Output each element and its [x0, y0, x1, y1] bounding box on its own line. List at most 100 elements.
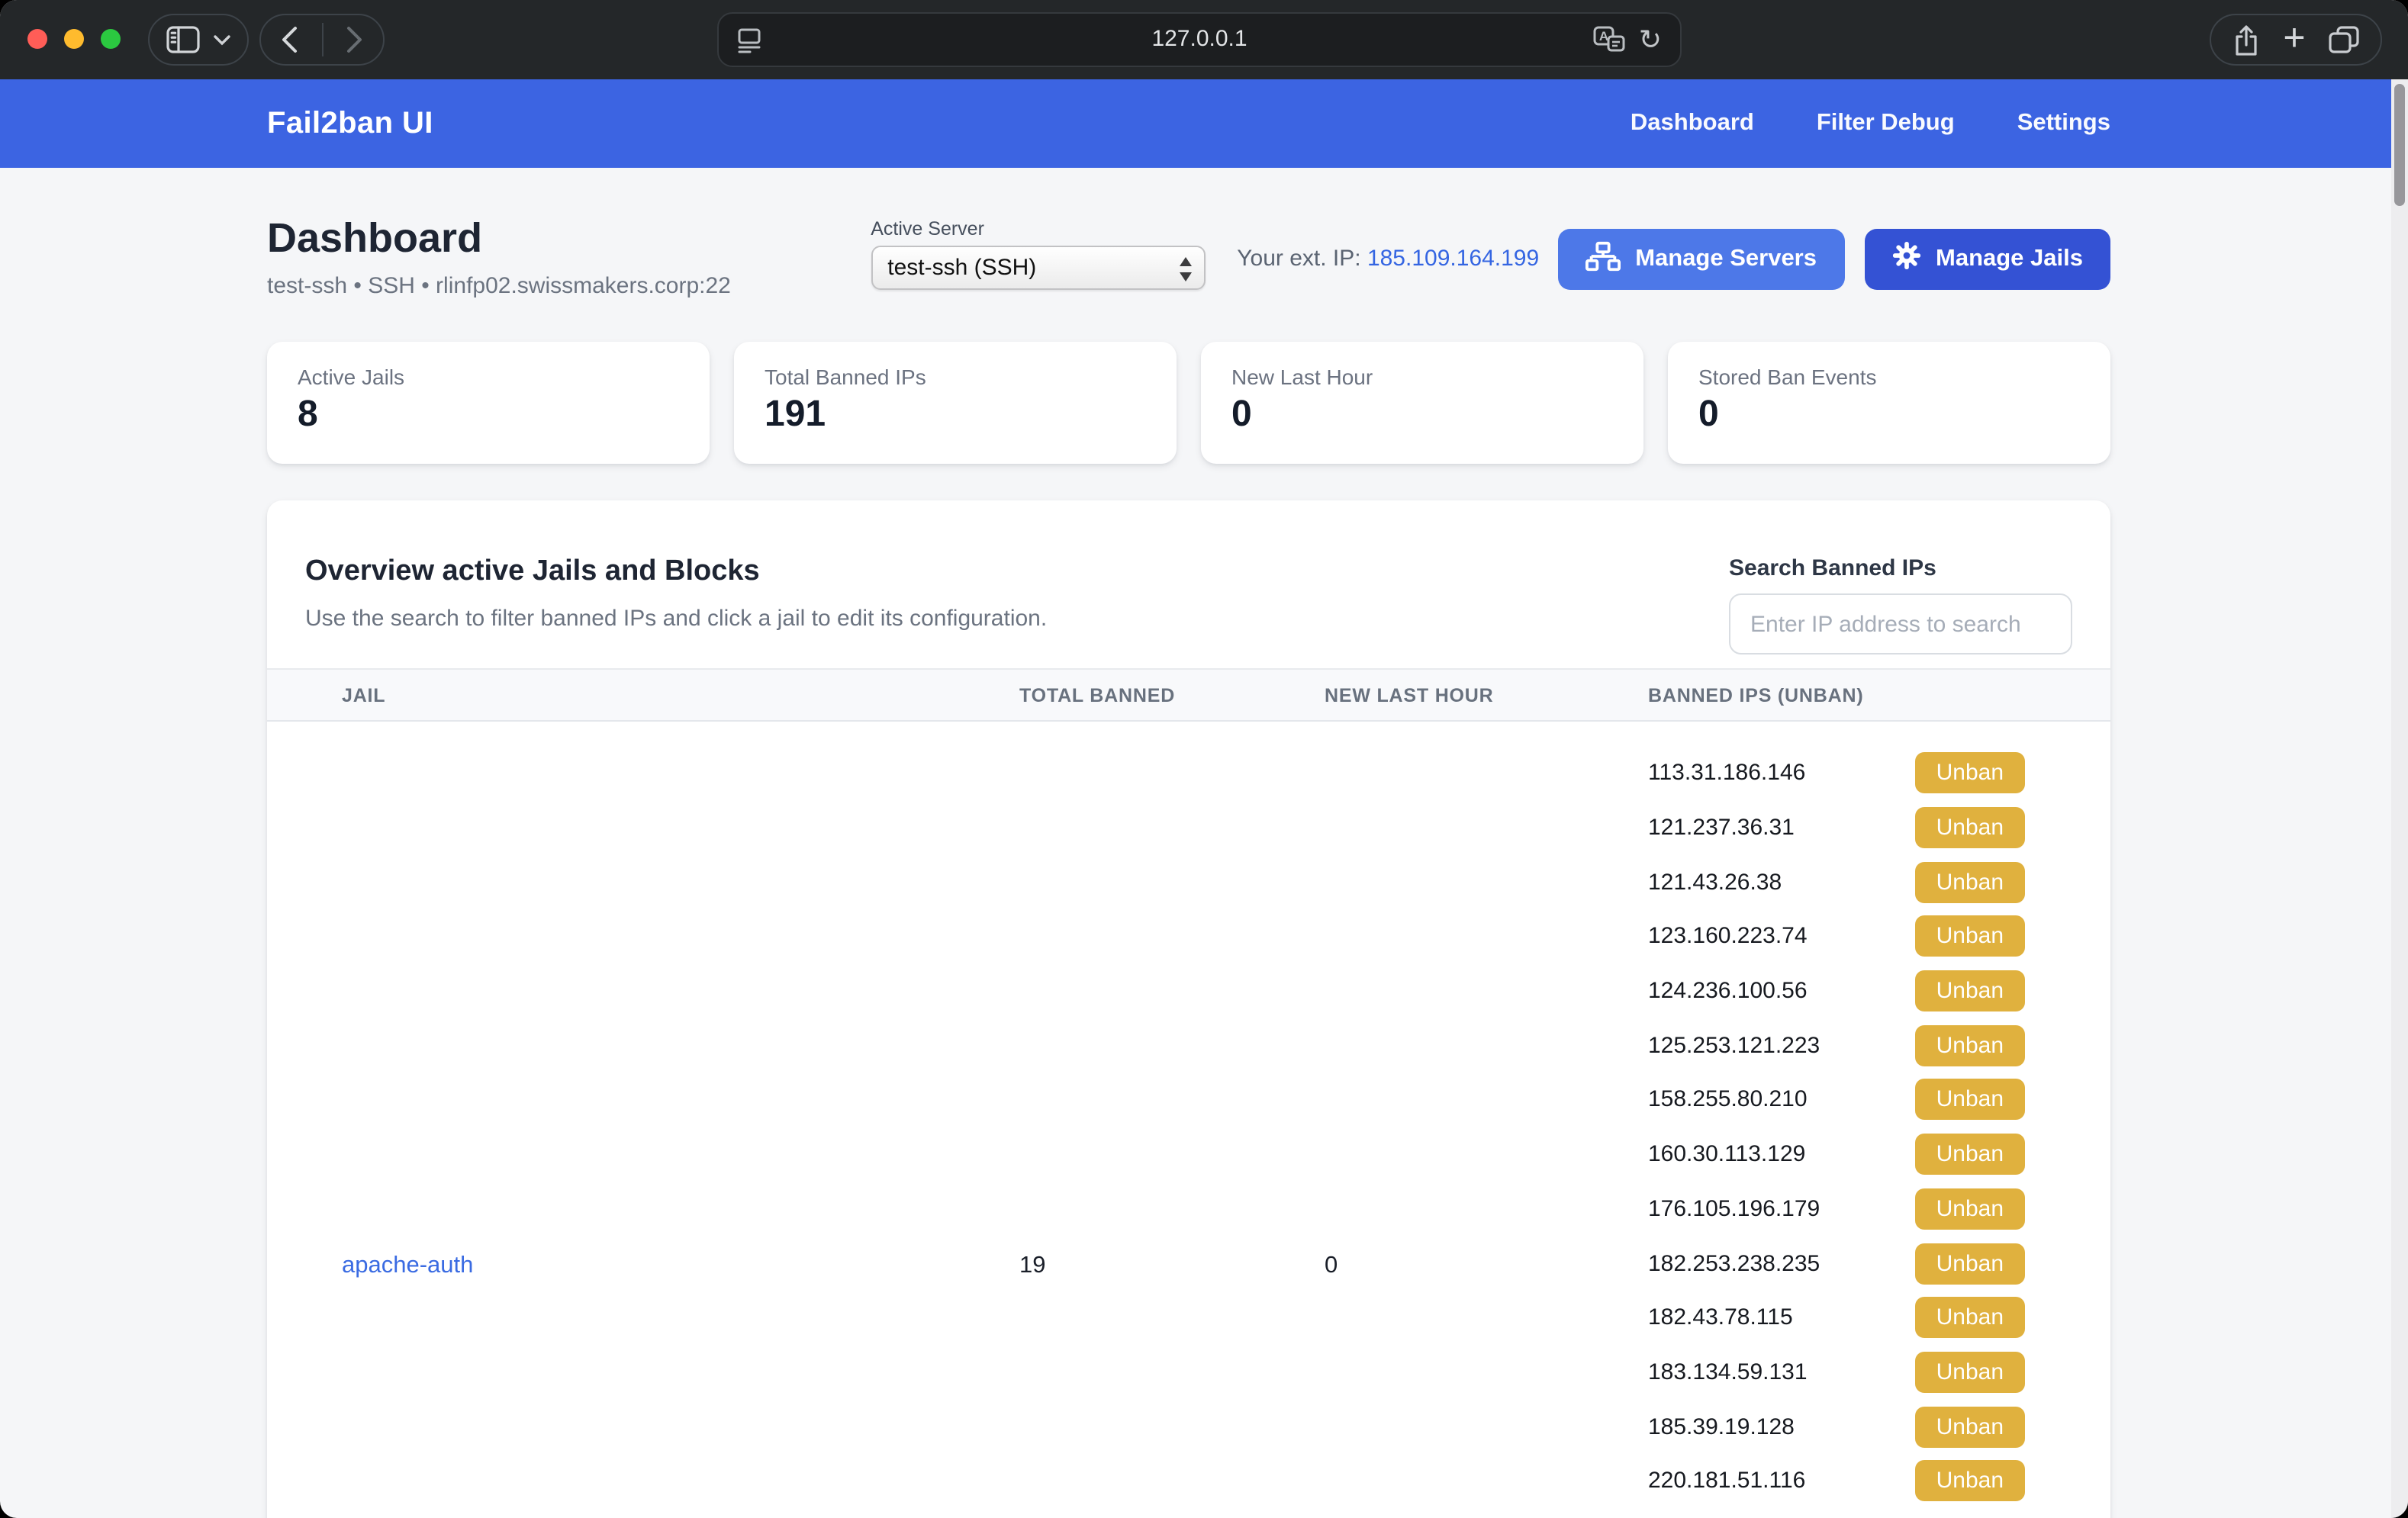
unban-button[interactable]: Unban	[1914, 807, 2025, 849]
banned-ip-row: 160.30.113.129 Unban	[1648, 1127, 2025, 1182]
divider	[321, 23, 323, 56]
stat-value: 8	[298, 394, 318, 435]
active-server-group: Active Server test-ssh (SSH)	[871, 218, 1206, 290]
external-ip-value[interactable]: 185.109.164.199	[1367, 246, 1540, 272]
table-header: JAIL TOTAL BANNED NEW LAST HOUR BANNED I…	[267, 668, 2110, 722]
search-label: Search Banned IPs	[1729, 555, 1936, 581]
close-window-button[interactable]	[27, 29, 47, 49]
unban-button[interactable]: Unban	[1914, 1024, 2025, 1066]
minimize-window-button[interactable]	[64, 29, 84, 49]
unban-button[interactable]: Unban	[1914, 1460, 2025, 1502]
manage-jails-button[interactable]: Manage Jails	[1864, 229, 2110, 290]
manage-jails-label: Manage Jails	[1936, 246, 2083, 272]
banned-ip-row: 220.181.51.116 Unban	[1648, 1454, 2025, 1508]
unban-button[interactable]: Unban	[1914, 915, 2025, 957]
banned-ip-row: 176.105.196.179 Unban	[1648, 1182, 2025, 1236]
overview-subtitle: Use the search to filter banned IPs and …	[305, 606, 1048, 632]
banned-ip-row: 158.255.80.210 Unban	[1648, 1073, 2025, 1127]
banned-ip-row: 123.160.223.74 Unban	[1648, 909, 2025, 963]
unban-button[interactable]: Unban	[1914, 1297, 2025, 1339]
banned-ip: 183.134.59.131	[1648, 1359, 1808, 1385]
select-arrows-icon	[1177, 256, 1193, 288]
unban-button[interactable]: Unban	[1914, 1134, 2025, 1175]
banned-ip: 125.253.121.223	[1648, 1032, 1820, 1059]
col-new-last-hour: NEW LAST HOUR	[1325, 684, 1494, 706]
unban-button[interactable]: Unban	[1914, 1351, 2025, 1393]
banned-ip-row: 125.253.121.223 Unban	[1648, 1018, 2025, 1073]
nav-item-filter-debug[interactable]: Filter Debug	[1816, 110, 1955, 136]
banned-ip: 182.253.238.235	[1648, 1250, 1820, 1277]
scrollbar-track[interactable]	[2391, 79, 2408, 1518]
nav-item-settings[interactable]: Settings	[2017, 110, 2110, 136]
nav-item-dashboard[interactable]: Dashboard	[1630, 110, 1754, 136]
reload-icon[interactable]: ↻	[1638, 24, 1662, 55]
app-navbar: Fail2ban UI Dashboard Filter Debug Setti…	[0, 79, 2408, 168]
new-tab-icon[interactable]: +	[2283, 16, 2306, 59]
banned-ip: 123.160.223.74	[1648, 923, 1808, 950]
app-brand[interactable]: Fail2ban UI	[267, 106, 433, 140]
tab-overview-icon[interactable]	[2329, 26, 2359, 53]
url-text[interactable]: 127.0.0.1	[1151, 26, 1247, 52]
translate-icon[interactable]: A	[1593, 25, 1625, 54]
total-banned-value: 19	[1019, 1253, 1046, 1279]
jails-table: JAIL TOTAL BANNED NEW LAST HOUR BANNED I…	[267, 668, 2110, 1518]
banned-ip-row: 121.237.36.31 Unban	[1648, 800, 2025, 854]
jail-link[interactable]: apache-auth	[342, 1253, 474, 1279]
banned-ip-row: 182.253.238.235 Unban	[1648, 1236, 2025, 1290]
unban-button[interactable]: Unban	[1914, 1079, 2025, 1121]
manage-servers-button[interactable]: Manage Servers	[1557, 229, 1844, 290]
address-bar[interactable]: 127.0.0.1 A ↻	[717, 12, 1682, 67]
col-banned-ips: BANNED IPS (UNBAN)	[1648, 684, 1864, 706]
banned-ip: 176.105.196.179	[1648, 1195, 1820, 1222]
scrollbar-thumb[interactable]	[2394, 84, 2405, 206]
banned-ip-row: 121.43.26.38 Unban	[1648, 855, 2025, 909]
overview-card: Overview active Jails and Blocks Use the…	[267, 500, 2110, 1518]
manage-servers-label: Manage Servers	[1635, 246, 1817, 272]
stat-label: Active Jails	[298, 365, 405, 389]
search-input[interactable]	[1729, 593, 2072, 654]
chevron-down-icon[interactable]	[214, 34, 230, 45]
col-jail: JAIL	[342, 684, 386, 706]
unban-button[interactable]: Unban	[1914, 970, 2025, 1012]
stat-card-stored-ban-events: Stored Ban Events 0	[1668, 342, 2110, 464]
forward-button[interactable]	[346, 26, 363, 53]
banned-ip-row: 113.31.186.146 Unban	[1648, 746, 2025, 800]
banned-ip: 113.31.186.146	[1648, 760, 1806, 786]
page-header: Dashboard test-ssh • SSH • rlinfp02.swis…	[267, 214, 731, 299]
search-group: Search Banned IPs	[1729, 555, 2072, 654]
back-button[interactable]	[281, 26, 298, 53]
unban-button[interactable]: Unban	[1914, 1243, 2025, 1285]
traffic-lights	[27, 29, 121, 49]
banned-ip: 160.30.113.129	[1648, 1141, 1806, 1168]
toolbar-actions-group: +	[2210, 14, 2382, 66]
share-icon[interactable]	[2233, 24, 2260, 56]
gear-icon	[1891, 241, 1920, 278]
page-title: Dashboard	[267, 215, 483, 261]
stat-card-total-banned: Total Banned IPs 191	[734, 342, 1177, 464]
banned-ips-cell: 113.31.186.146 Unban 121.237.36.31 Unban…	[1648, 722, 2110, 1518]
svg-text:A: A	[1599, 28, 1608, 43]
stat-label: Total Banned IPs	[765, 365, 926, 389]
sidebar-toggle-icon[interactable]	[166, 26, 200, 53]
stat-card-active-jails: Active Jails 8	[267, 342, 710, 464]
page-format-icon[interactable]	[737, 27, 761, 61]
banned-ip-row: 183.134.59.131 Unban	[1648, 1345, 2025, 1399]
zoom-window-button[interactable]	[101, 29, 121, 49]
banned-ip: 182.43.78.115	[1648, 1304, 1793, 1331]
banned-ip: 121.237.36.31	[1648, 815, 1795, 841]
stat-value: 191	[765, 394, 826, 435]
unban-button[interactable]: Unban	[1914, 1406, 2025, 1448]
external-ip-label: Your ext. IP:	[1237, 246, 1361, 272]
unban-button[interactable]: Unban	[1914, 1188, 2025, 1230]
overview-title: Overview active Jails and Blocks	[305, 555, 760, 587]
banned-ip: 185.39.19.128	[1648, 1413, 1795, 1440]
stat-card-new-last-hour: New Last Hour 0	[1201, 342, 1643, 464]
banned-ip: 124.236.100.56	[1648, 978, 1808, 1005]
banned-ip: 121.43.26.38	[1648, 869, 1782, 896]
active-server-select[interactable]: test-ssh (SSH)	[871, 246, 1206, 290]
unban-button[interactable]: Unban	[1914, 861, 2025, 903]
browser-toolbar: 127.0.0.1 A ↻	[0, 0, 2408, 79]
unban-button[interactable]: Unban	[1914, 752, 2025, 794]
stat-value: 0	[1698, 394, 1719, 435]
